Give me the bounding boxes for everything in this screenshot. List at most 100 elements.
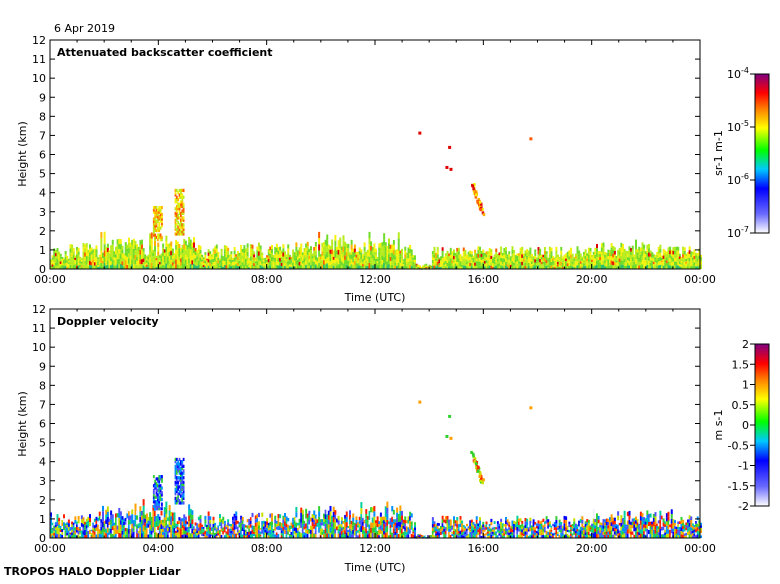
field-cell	[588, 520, 590, 523]
field-cell	[679, 254, 681, 257]
field-cell	[521, 521, 523, 524]
field-cell	[539, 249, 541, 252]
field-cell	[425, 264, 427, 265]
streak-cell	[480, 208, 483, 211]
field-cell	[208, 511, 210, 515]
field-cell	[526, 522, 528, 525]
field-cell	[401, 252, 403, 255]
field-cell	[570, 248, 572, 252]
field-cell	[617, 516, 619, 520]
field-cell	[318, 238, 320, 244]
field-cell	[380, 513, 382, 517]
backscatter-panel-title: Attenuated backscatter coefficient	[57, 46, 273, 59]
field-cell	[490, 522, 492, 525]
field-cell	[360, 508, 362, 514]
field-cell	[414, 522, 416, 525]
field-cell	[222, 517, 224, 521]
field-cell	[287, 248, 289, 252]
field-cell	[632, 250, 634, 254]
field-cell	[414, 533, 416, 536]
field-cell	[65, 251, 67, 254]
field-cell	[209, 520, 211, 524]
field-cell	[315, 246, 317, 251]
field-cell	[614, 521, 616, 524]
field-cell	[425, 265, 427, 266]
field-cell	[544, 247, 546, 251]
backscatter-plot-frame	[50, 40, 700, 269]
field-cell	[122, 250, 124, 254]
field-cell	[347, 244, 349, 248]
field-cell	[235, 516, 237, 520]
field-cell	[401, 256, 403, 259]
field-cell	[375, 252, 377, 255]
streak-cell	[475, 193, 478, 196]
field-cell	[174, 512, 176, 517]
field-cell	[318, 232, 320, 238]
field-cell	[565, 520, 567, 524]
field-cell	[580, 253, 582, 256]
fragment-cell	[448, 146, 451, 149]
field-cell	[193, 242, 195, 247]
field-cell	[474, 250, 476, 253]
field-cell	[102, 511, 104, 516]
field-cell	[261, 517, 263, 521]
field-cell	[401, 249, 403, 252]
field-cell	[157, 251, 159, 255]
field-cell	[490, 519, 492, 522]
field-cell	[271, 521, 273, 525]
field-cell	[143, 248, 145, 251]
field-cell	[102, 506, 104, 511]
field-cell	[555, 520, 557, 524]
field-cell	[568, 522, 570, 525]
y-tick-label: 1	[39, 244, 46, 257]
field-cell	[310, 246, 312, 250]
y-tick-label: 3	[39, 206, 46, 219]
field-cell	[63, 514, 65, 518]
field-cell	[347, 248, 349, 252]
backscatter-colorbar-ticks: 10-710-610-510-4	[727, 66, 755, 240]
field-cell	[437, 251, 439, 255]
field-cell	[174, 507, 176, 512]
plume-cell	[161, 206, 163, 209]
field-cell	[107, 244, 109, 248]
y-tick-label: 8	[39, 110, 46, 123]
field-cell	[581, 516, 583, 520]
field-cell	[442, 251, 444, 255]
field-cell	[388, 238, 390, 243]
field-cell	[534, 249, 536, 252]
field-cell	[401, 515, 403, 520]
field-cell	[479, 521, 481, 524]
field-cell	[318, 506, 320, 511]
field-cell	[450, 248, 452, 252]
field-cell	[598, 516, 600, 520]
field-cell	[629, 511, 631, 516]
field-cell	[104, 232, 106, 238]
field-cell	[549, 521, 551, 524]
field-cell	[83, 517, 85, 520]
field-cell	[464, 250, 466, 253]
field-cell	[89, 522, 91, 526]
field-cell	[447, 251, 449, 254]
field-cell	[346, 517, 348, 522]
field-cell	[603, 247, 605, 251]
field-cell	[684, 247, 686, 251]
field-cell	[635, 240, 637, 245]
field-cell	[677, 250, 679, 254]
field-cell	[96, 245, 98, 249]
y-tick-label: 10	[32, 72, 46, 85]
field-cell	[495, 249, 497, 252]
field-cell	[434, 247, 436, 251]
fragment-cell	[449, 168, 452, 171]
field-cell	[112, 240, 114, 245]
field-cell	[78, 523, 80, 527]
field-cell	[460, 254, 462, 256]
field-cell	[453, 249, 455, 252]
field-cell	[401, 511, 403, 516]
field-cell	[349, 510, 351, 515]
y-tick-label: 0	[39, 263, 46, 276]
field-cell	[131, 509, 133, 514]
field-cell	[242, 517, 244, 520]
field-cell	[143, 499, 145, 505]
field-cell	[315, 242, 317, 247]
field-cell	[508, 522, 510, 525]
